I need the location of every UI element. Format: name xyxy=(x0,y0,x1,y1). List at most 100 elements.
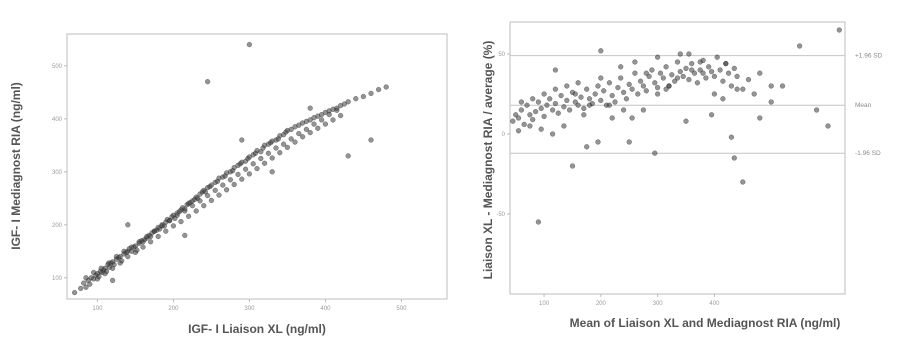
data-point xyxy=(725,70,732,76)
data-point xyxy=(83,284,89,290)
data-point xyxy=(663,64,669,70)
x-tick-label: 400 xyxy=(320,306,331,312)
x-tick-label: 500 xyxy=(396,306,407,312)
data-point xyxy=(90,269,97,276)
data-point xyxy=(246,154,253,160)
data-point xyxy=(265,150,272,156)
data-point xyxy=(558,92,564,99)
data-point xyxy=(609,115,615,121)
data-point xyxy=(193,208,199,214)
data-point xyxy=(649,67,655,73)
data-point xyxy=(595,139,601,145)
data-point xyxy=(530,96,536,102)
data-point xyxy=(578,94,584,100)
data-point xyxy=(629,86,635,92)
data-point xyxy=(549,107,556,113)
data-point xyxy=(561,104,567,110)
data-point xyxy=(836,27,842,33)
data-point xyxy=(510,118,516,124)
y-tick-label: 300 xyxy=(52,170,63,176)
data-point xyxy=(757,115,763,121)
data-point xyxy=(106,260,112,266)
data-point xyxy=(117,260,123,266)
data-point xyxy=(660,75,666,81)
data-point xyxy=(307,130,313,136)
plot-frame-right xyxy=(509,21,846,295)
data-point xyxy=(277,150,283,156)
data-point xyxy=(697,67,703,73)
data-point xyxy=(561,123,567,129)
data-point xyxy=(315,125,321,131)
data-point xyxy=(598,48,604,54)
data-point xyxy=(220,182,226,188)
points-left xyxy=(71,41,389,296)
data-point xyxy=(538,105,544,112)
data-point xyxy=(258,155,264,162)
data-point xyxy=(595,83,601,89)
data-point xyxy=(541,113,547,120)
data-point xyxy=(205,193,211,199)
data-point xyxy=(376,86,382,93)
data-point xyxy=(212,187,218,194)
data-point xyxy=(530,116,536,123)
data-point xyxy=(307,117,313,123)
data-point xyxy=(706,64,712,70)
data-point xyxy=(330,117,336,123)
data-point xyxy=(311,121,317,127)
data-point xyxy=(728,134,735,140)
data-point xyxy=(144,233,150,240)
y-ticks-right: 50 0 -50 xyxy=(496,52,510,218)
data-point xyxy=(174,212,180,218)
data-point xyxy=(254,166,260,172)
data-point xyxy=(584,86,590,92)
data-point xyxy=(575,102,581,108)
data-point xyxy=(618,75,624,81)
chart-left: 100 200 300 400 500 100 200 300 400 500 IGF- I L… xyxy=(9,33,448,336)
data-point xyxy=(292,139,298,145)
data-point xyxy=(527,123,533,129)
data-point xyxy=(813,107,820,113)
x-tick-label: 300 xyxy=(653,301,664,307)
data-point xyxy=(620,107,627,113)
data-point xyxy=(288,126,294,132)
data-point xyxy=(632,70,638,76)
data-point xyxy=(334,107,340,113)
data-point xyxy=(535,219,542,225)
data-point xyxy=(711,73,718,80)
data-point xyxy=(231,181,237,188)
x-tick-label: 200 xyxy=(596,301,607,307)
data-point xyxy=(269,169,275,175)
reference-line-label: -1.96 SD xyxy=(855,150,881,157)
data-point xyxy=(109,265,116,271)
data-point xyxy=(518,107,525,113)
data-point xyxy=(620,89,627,96)
data-point xyxy=(360,93,367,100)
data-point xyxy=(720,96,726,102)
data-point xyxy=(250,161,256,167)
data-point xyxy=(518,99,525,105)
x-tick-label: 100 xyxy=(92,306,103,312)
data-point xyxy=(109,277,116,284)
data-point xyxy=(654,54,661,60)
data-point xyxy=(731,65,737,72)
data-point xyxy=(677,51,683,57)
data-point xyxy=(569,163,576,169)
data-point xyxy=(586,102,593,108)
data-point xyxy=(564,97,570,104)
data-point xyxy=(654,84,661,91)
data-point xyxy=(711,91,718,97)
data-point xyxy=(796,43,803,49)
data-point xyxy=(269,155,275,161)
data-point xyxy=(148,239,154,245)
data-point xyxy=(182,232,188,239)
data-point xyxy=(208,197,215,204)
y-tick-label: 500 xyxy=(52,64,63,70)
data-point xyxy=(572,91,578,97)
data-point xyxy=(740,179,746,185)
data-point xyxy=(768,99,774,105)
data-point xyxy=(189,203,196,209)
data-point xyxy=(243,166,249,172)
x-ticks-right: 100 200 300 400 xyxy=(539,294,720,307)
